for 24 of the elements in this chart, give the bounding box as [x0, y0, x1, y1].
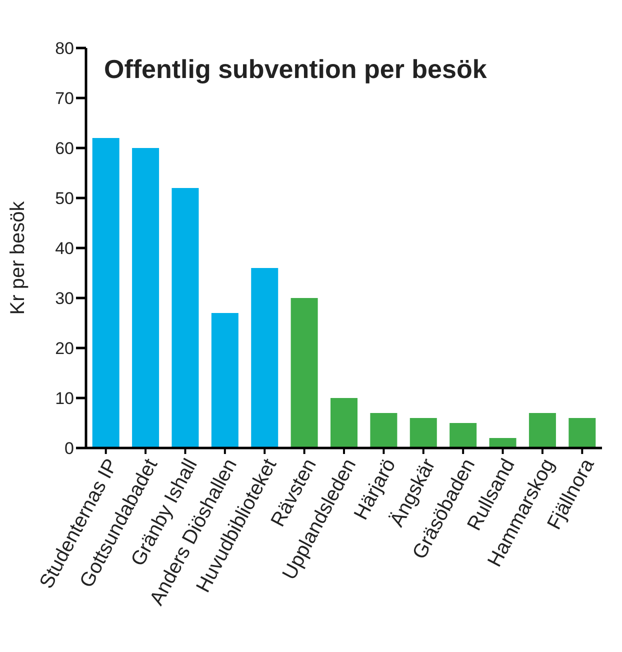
- bar: [172, 188, 199, 448]
- bar: [410, 418, 437, 448]
- y-tick-label: 30: [55, 289, 74, 308]
- bar: [450, 423, 477, 448]
- y-tick-label: 60: [55, 139, 74, 158]
- bar: [489, 438, 516, 448]
- bar: [211, 313, 238, 448]
- y-tick-label: 10: [55, 389, 74, 408]
- bar: [330, 398, 358, 448]
- bar: [290, 298, 318, 448]
- chart-title: Offentlig subvention per besök: [104, 54, 487, 85]
- y-tick-label: 50: [55, 189, 74, 208]
- y-tick-label: 20: [55, 339, 74, 358]
- y-tick-label: 70: [55, 89, 74, 108]
- y-tick-label: 80: [55, 39, 74, 58]
- y-tick-label: 0: [64, 439, 74, 458]
- bar: [528, 413, 556, 448]
- y-axis-title: Kr per besök: [7, 200, 30, 315]
- bar: [92, 138, 120, 448]
- y-tick-label: 40: [55, 239, 74, 258]
- bar: [132, 148, 160, 448]
- bar: [568, 418, 596, 448]
- bar: [251, 268, 278, 448]
- bar: [370, 413, 398, 448]
